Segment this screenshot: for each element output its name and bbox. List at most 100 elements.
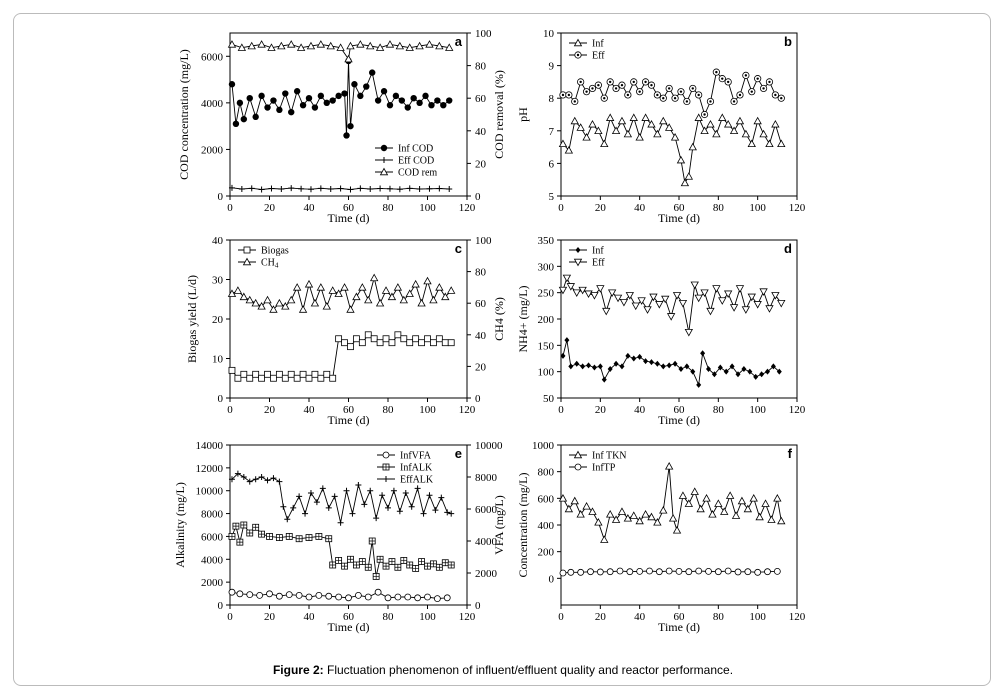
data-point <box>424 335 431 343</box>
data-point <box>641 78 650 86</box>
data-point <box>690 368 696 375</box>
data-point <box>570 496 579 505</box>
data-point <box>637 297 646 305</box>
legend-swatch-marker <box>573 258 583 267</box>
data-point <box>337 519 344 526</box>
series-line <box>562 276 782 333</box>
data-point <box>352 292 361 301</box>
data-point <box>394 593 402 601</box>
legend-label: Inf COD <box>398 144 433 155</box>
data-point <box>375 298 385 307</box>
data-point <box>337 185 344 192</box>
series-line <box>562 116 782 185</box>
legend-item: Eff COD <box>375 156 434 167</box>
data-point <box>690 487 699 495</box>
data-point <box>605 113 615 121</box>
data-point <box>653 91 661 99</box>
data-point <box>441 559 449 567</box>
legend-label: CH4 <box>261 258 279 270</box>
y-tick-label: 10000 <box>196 486 224 498</box>
data-point <box>424 593 431 601</box>
legend-swatch-marker <box>379 167 389 176</box>
data-point <box>335 557 343 564</box>
data-point <box>770 363 776 370</box>
y-tick-label: 40 <box>212 235 224 247</box>
y2-axis-label: COD removal (%) <box>492 70 506 159</box>
data-point <box>730 97 738 106</box>
data-point <box>641 113 650 121</box>
data-point <box>618 81 626 89</box>
data-point <box>367 487 374 494</box>
data-point <box>764 568 771 576</box>
data-point <box>258 186 265 193</box>
data-point <box>388 558 396 565</box>
data-point <box>280 503 287 510</box>
data-point <box>404 104 411 111</box>
legend-item: COD rem <box>375 168 437 179</box>
panel-letter: c <box>455 241 462 256</box>
data-point <box>399 295 408 304</box>
data-point <box>373 515 380 522</box>
x-tick-label: 100 <box>749 202 766 214</box>
data-point <box>702 494 711 502</box>
x-tick-label: 0 <box>558 404 564 416</box>
y2-tick-label: 0 <box>475 393 481 405</box>
data-point <box>564 504 574 513</box>
data-point <box>410 95 417 102</box>
data-point <box>430 339 437 347</box>
data-point <box>344 54 353 63</box>
data-point <box>711 371 717 378</box>
x-tick-label: 60 <box>674 404 686 416</box>
legend-swatch-marker <box>574 51 582 59</box>
data-point <box>735 371 741 378</box>
data-point <box>724 567 732 575</box>
data-point <box>441 292 450 301</box>
data-point <box>275 592 283 600</box>
data-point <box>567 568 575 576</box>
data-point <box>741 366 747 373</box>
data-point <box>358 339 366 347</box>
x-tick-label: 40 <box>304 611 316 623</box>
data-point <box>315 533 323 540</box>
data-point <box>659 506 668 514</box>
data-point <box>325 535 333 543</box>
data-point <box>405 43 414 51</box>
data-point <box>310 298 320 307</box>
legend-item: Inf TKN <box>569 451 627 462</box>
data-point <box>228 81 236 88</box>
data-point <box>325 592 333 600</box>
data-point <box>374 588 382 596</box>
data-point <box>295 535 303 543</box>
data-point <box>736 91 744 99</box>
data-point <box>369 273 379 282</box>
series-biogas <box>228 331 455 382</box>
data-point <box>304 279 314 288</box>
data-point <box>572 289 581 297</box>
data-point <box>370 335 378 343</box>
data-point <box>367 186 374 193</box>
x-tick-label: 120 <box>789 202 806 214</box>
panel-letter: f <box>788 446 793 461</box>
data-point <box>587 568 594 576</box>
panel-c: 0 20 40 60 80 100 120010203040020406080100Time… <box>185 235 506 427</box>
data-point <box>723 290 733 299</box>
data-point <box>765 305 774 313</box>
data-point <box>596 568 604 576</box>
panel-a: 0 20 40 60 80 100 1200200040006000020406080100… <box>177 28 506 225</box>
data-point <box>648 359 654 366</box>
data-point <box>586 362 592 369</box>
data-point <box>723 368 729 375</box>
data-point <box>424 562 431 570</box>
data-point <box>580 363 586 370</box>
y-tick-label: 100 <box>538 367 555 379</box>
data-point <box>313 499 320 506</box>
data-point <box>754 75 762 83</box>
y-tick-label: 150 <box>538 340 555 352</box>
data-point <box>422 92 429 100</box>
data-point <box>285 533 293 540</box>
data-point <box>329 97 336 104</box>
legend-label: Inf <box>592 39 604 50</box>
data-point <box>678 366 684 373</box>
y-tick-label: 10 <box>212 354 224 366</box>
